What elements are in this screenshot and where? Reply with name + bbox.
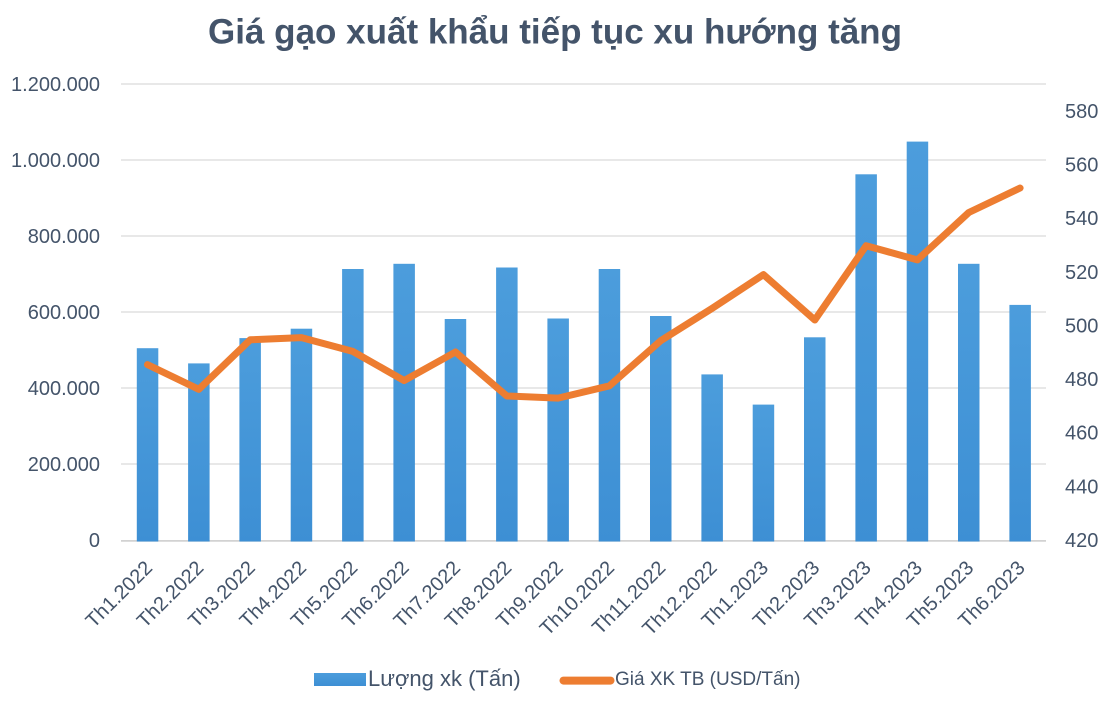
svg-text:420: 420 <box>1065 530 1098 552</box>
svg-text:440: 440 <box>1065 476 1098 498</box>
svg-text:1.200.000: 1.200.000 <box>11 74 100 96</box>
svg-text:500: 500 <box>1065 316 1098 338</box>
svg-text:200.000: 200.000 <box>28 454 100 476</box>
svg-text:540: 540 <box>1065 208 1098 230</box>
svg-text:Lượng xk (Tấn): Lượng xk (Tấn) <box>368 666 521 691</box>
svg-text:800.000: 800.000 <box>28 226 100 248</box>
svg-text:560: 560 <box>1065 155 1098 177</box>
svg-text:600.000: 600.000 <box>28 302 100 324</box>
svg-text:Giá gạo xuất khẩu tiếp tục xu: Giá gạo xuất khẩu tiếp tục xu hướng tăng <box>208 13 902 52</box>
svg-text:0: 0 <box>89 530 100 552</box>
svg-text:480: 480 <box>1065 369 1098 391</box>
svg-text:580: 580 <box>1065 101 1098 123</box>
svg-text:400.000: 400.000 <box>28 378 100 400</box>
svg-text:Giá XK TB (USD/Tấn): Giá XK TB (USD/Tấn) <box>615 669 800 690</box>
svg-text:460: 460 <box>1065 423 1098 445</box>
svg-text:520: 520 <box>1065 262 1098 284</box>
svg-text:1.000.000: 1.000.000 <box>11 150 100 172</box>
